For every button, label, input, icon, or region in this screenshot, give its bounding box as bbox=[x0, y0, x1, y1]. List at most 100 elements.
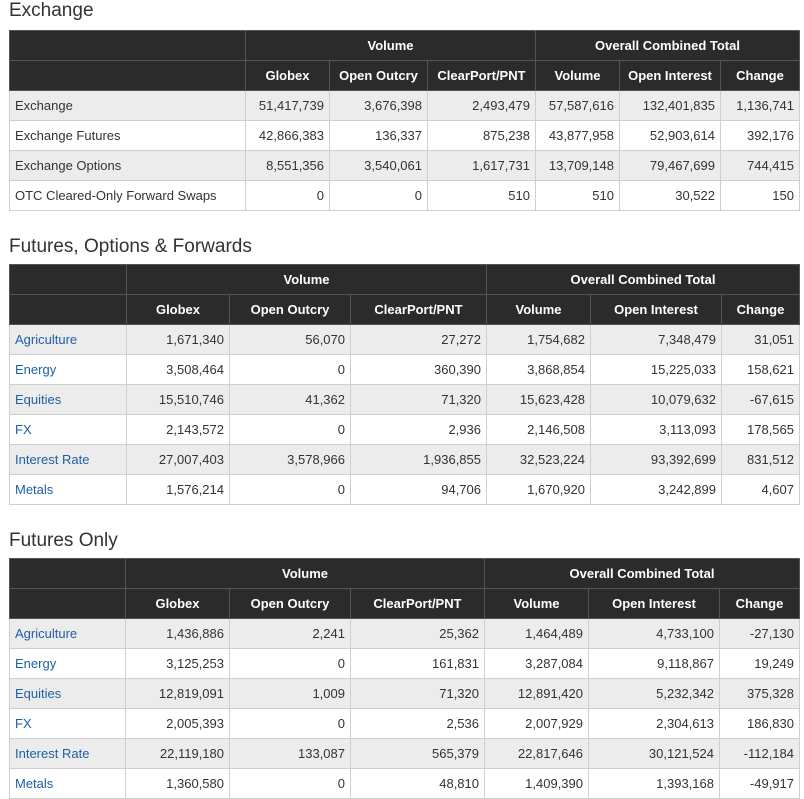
column-header-clearport-pnt: ClearPort/PNT bbox=[427, 60, 536, 91]
row-link-agriculture[interactable]: Agriculture bbox=[9, 324, 127, 355]
group-header-overall-combined-total: Overall Combined Total bbox=[484, 558, 800, 589]
cell-open-interest: 79,467,699 bbox=[619, 150, 721, 181]
column-header-volume: Volume bbox=[486, 294, 591, 325]
cell-globex: 0 bbox=[245, 180, 330, 211]
cell-change: 178,565 bbox=[721, 414, 800, 445]
cell-clearport-pnt: 1,617,731 bbox=[427, 150, 536, 181]
cell-open-interest: 7,348,479 bbox=[590, 324, 722, 355]
cell-open-interest: 10,079,632 bbox=[590, 384, 722, 415]
section-title-futures-options-forwards: Futures, Options & Forwards bbox=[9, 236, 252, 257]
header-blank-cell bbox=[9, 60, 246, 91]
cell-change: 31,051 bbox=[721, 324, 800, 355]
cell-change: -67,615 bbox=[721, 384, 800, 415]
cell-change: -49,917 bbox=[719, 768, 800, 799]
table-row: FX 2,143,572 0 2,936 2,146,508 3,113,093 178,5… bbox=[9, 414, 800, 445]
row-link-energy[interactable]: Energy bbox=[9, 648, 126, 679]
group-header-volume: Volume bbox=[245, 30, 536, 61]
cell-volume: 510 bbox=[535, 180, 620, 211]
row-link-metals[interactable]: Metals bbox=[9, 474, 127, 505]
row-link-metals[interactable]: Metals bbox=[9, 768, 126, 799]
column-header-volume: Volume bbox=[535, 60, 620, 91]
cell-volume: 13,709,148 bbox=[535, 150, 620, 181]
cell-clearport-pnt: 161,831 bbox=[350, 648, 485, 679]
cell-volume: 1,409,390 bbox=[484, 768, 589, 799]
cell-open-outcry: 56,070 bbox=[229, 324, 351, 355]
row-link-fx[interactable]: FX bbox=[9, 708, 126, 739]
cell-globex: 1,360,580 bbox=[125, 768, 230, 799]
cell-change: 392,176 bbox=[720, 120, 800, 151]
futures-options-forwards-table: Volume Overall Combined Total Globex Open O… bbox=[9, 264, 800, 505]
table-row: FX 2,005,393 0 2,536 2,007,929 2,304,613 186,8… bbox=[9, 708, 800, 739]
cell-globex: 27,007,403 bbox=[126, 444, 230, 475]
cell-change: 375,328 bbox=[719, 678, 800, 709]
cell-open-interest: 30,522 bbox=[619, 180, 721, 211]
column-header-globex: Globex bbox=[126, 294, 230, 325]
row-link-interest-rate[interactable]: Interest Rate bbox=[9, 738, 126, 769]
cell-volume: 43,877,958 bbox=[535, 120, 620, 151]
cell-clearport-pnt: 2,936 bbox=[350, 414, 487, 445]
cell-open-interest: 9,118,867 bbox=[588, 648, 720, 679]
section-title-exchange: Exchange bbox=[9, 0, 94, 21]
cell-open-outcry: 0 bbox=[229, 768, 351, 799]
table-row: Metals 1,576,214 0 94,706 1,670,920 3,242,899… bbox=[9, 474, 800, 505]
cell-open-interest: 15,225,033 bbox=[590, 354, 722, 385]
row-label-otc-cleared-only-forward-swaps: OTC Cleared-Only Forward Swaps bbox=[9, 180, 246, 211]
cell-open-outcry: 1,009 bbox=[229, 678, 351, 709]
cell-globex: 22,119,180 bbox=[125, 738, 230, 769]
cell-volume: 1,670,920 bbox=[486, 474, 591, 505]
cell-globex: 51,417,739 bbox=[245, 90, 330, 121]
cell-open-outcry: 133,087 bbox=[229, 738, 351, 769]
section-title-futures-only: Futures Only bbox=[9, 530, 118, 551]
cell-open-outcry: 41,362 bbox=[229, 384, 351, 415]
cell-clearport-pnt: 2,493,479 bbox=[427, 90, 536, 121]
futures-only-table: Volume Overall Combined Total Globex Open O… bbox=[9, 558, 800, 799]
table-row: Equities 15,510,746 41,362 71,320 15,623,428… bbox=[9, 384, 800, 415]
cell-volume: 2,146,508 bbox=[486, 414, 591, 445]
row-label-exchange-futures: Exchange Futures bbox=[9, 120, 246, 151]
table-row: Interest Rate 22,119,180 133,087 565,379 22,… bbox=[9, 738, 800, 769]
header-blank-cell bbox=[9, 294, 127, 325]
row-link-equities[interactable]: Equities bbox=[9, 678, 126, 709]
cell-open-interest: 52,903,614 bbox=[619, 120, 721, 151]
row-link-fx[interactable]: FX bbox=[9, 414, 127, 445]
row-link-equities[interactable]: Equities bbox=[9, 384, 127, 415]
cell-volume: 3,287,084 bbox=[484, 648, 589, 679]
row-link-energy[interactable]: Energy bbox=[9, 354, 127, 385]
group-header-overall-combined-total: Overall Combined Total bbox=[486, 264, 800, 295]
column-header-open-outcry: Open Outcry bbox=[329, 60, 428, 91]
cell-volume: 32,523,224 bbox=[486, 444, 591, 475]
cell-globex: 15,510,746 bbox=[126, 384, 230, 415]
cell-volume: 1,464,489 bbox=[484, 618, 589, 649]
column-header-volume: Volume bbox=[484, 588, 589, 619]
cell-clearport-pnt: 360,390 bbox=[350, 354, 487, 385]
cell-clearport-pnt: 94,706 bbox=[350, 474, 487, 505]
cell-clearport-pnt: 875,238 bbox=[427, 120, 536, 151]
group-header-overall-combined-total: Overall Combined Total bbox=[535, 30, 800, 61]
cell-open-interest: 93,392,699 bbox=[590, 444, 722, 475]
row-link-interest-rate[interactable]: Interest Rate bbox=[9, 444, 127, 475]
table-row: Energy 3,125,253 0 161,831 3,287,084 9,118,86… bbox=[9, 648, 800, 679]
column-header-open-interest: Open Interest bbox=[619, 60, 721, 91]
table-row: Equities 12,819,091 1,009 71,320 12,891,420 5… bbox=[9, 678, 800, 709]
cell-clearport-pnt: 27,272 bbox=[350, 324, 487, 355]
cell-change: 19,249 bbox=[719, 648, 800, 679]
cell-open-outcry: 2,241 bbox=[229, 618, 351, 649]
cell-clearport-pnt: 71,320 bbox=[350, 678, 485, 709]
column-header-open-outcry: Open Outcry bbox=[229, 588, 351, 619]
exchange-table: Volume Overall Combined Total Globex Open O… bbox=[9, 30, 800, 211]
row-link-agriculture[interactable]: Agriculture bbox=[9, 618, 126, 649]
column-header-change: Change bbox=[720, 60, 800, 91]
column-header-clearport-pnt: ClearPort/PNT bbox=[350, 294, 487, 325]
cell-volume: 2,007,929 bbox=[484, 708, 589, 739]
table-row: Exchange Options 8,551,356 3,540,061 1,617,… bbox=[9, 150, 800, 181]
column-header-clearport-pnt: ClearPort/PNT bbox=[350, 588, 485, 619]
cell-open-interest: 2,304,613 bbox=[588, 708, 720, 739]
table-row: Agriculture 1,436,886 2,241 25,362 1,464,489… bbox=[9, 618, 800, 649]
cell-globex: 1,436,886 bbox=[125, 618, 230, 649]
column-header-change: Change bbox=[719, 588, 800, 619]
cell-globex: 3,125,253 bbox=[125, 648, 230, 679]
cell-open-interest: 4,733,100 bbox=[588, 618, 720, 649]
column-header-open-interest: Open Interest bbox=[588, 588, 720, 619]
cell-open-outcry: 0 bbox=[229, 474, 351, 505]
cell-globex: 8,551,356 bbox=[245, 150, 330, 181]
